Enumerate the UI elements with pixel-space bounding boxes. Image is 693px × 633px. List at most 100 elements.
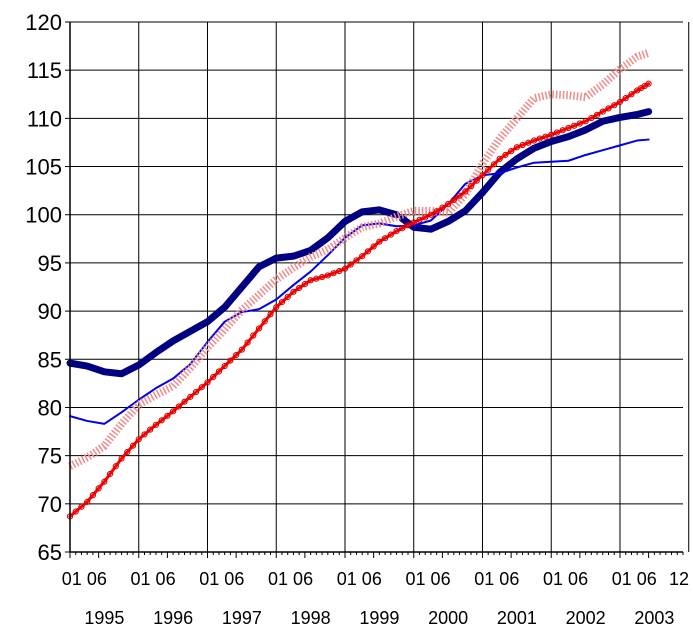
axes	[65, 21, 684, 558]
series-point-marker	[210, 373, 217, 381]
series-point-marker	[622, 95, 629, 102]
series-point-marker	[170, 408, 177, 415]
series-thick-navy	[66, 108, 653, 378]
series-point-marker	[364, 248, 372, 255]
year-label: 1997	[222, 608, 262, 628]
y-tick-label: 100	[25, 203, 62, 228]
series-point-marker	[559, 127, 566, 134]
series-point-marker	[433, 208, 440, 215]
series-point-marker	[89, 492, 97, 499]
series-point-marker	[525, 139, 532, 146]
series-point-marker	[479, 172, 486, 179]
series-point-marker	[204, 379, 211, 386]
series-point-marker	[490, 161, 498, 168]
y-tick-label: 75	[38, 444, 62, 469]
year-label: 2001	[497, 608, 537, 628]
year-label: 1998	[291, 608, 331, 628]
y-tick-label: 120	[25, 10, 62, 35]
series-point-marker	[347, 261, 354, 268]
series-point-marker	[244, 339, 251, 346]
series-point-marker	[530, 137, 538, 144]
series-point-marker	[141, 431, 148, 438]
x-month-label: 01 06	[268, 569, 313, 589]
series-point-marker	[508, 148, 515, 155]
series-point-marker	[175, 403, 182, 410]
series-point-marker	[593, 111, 601, 118]
series-point-marker	[422, 214, 429, 221]
series-line-dotted-pink	[68, 49, 650, 470]
series-point-marker	[410, 219, 417, 226]
series-point-marker	[611, 102, 618, 109]
series-point-marker	[387, 231, 394, 238]
series-point-marker	[118, 455, 125, 462]
series-point-marker	[307, 277, 314, 284]
series-red-beaded	[66, 80, 652, 520]
series-point-marker	[341, 265, 349, 272]
series-point-marker	[198, 384, 205, 391]
series-point-marker	[233, 351, 240, 359]
series-point-marker	[513, 144, 520, 151]
series-point-marker	[571, 122, 578, 129]
series-point-marker	[439, 204, 446, 211]
series-point-marker	[72, 508, 79, 515]
series-point-marker	[78, 503, 85, 510]
series-point-marker	[181, 398, 188, 405]
series-point-marker	[416, 216, 423, 223]
series-point-marker	[324, 272, 331, 279]
series-point-marker	[255, 325, 263, 332]
series-line-thick-navy	[398, 108, 653, 233]
series-point-marker	[135, 436, 142, 443]
series-point-marker	[318, 273, 326, 281]
series-point-marker	[582, 118, 589, 125]
series-point-marker	[359, 253, 366, 260]
x-tick-labels: 01 06 01 06 01 06 01 06 01 06 01 06 01 06 01 06…	[62, 569, 689, 589]
series-point-marker	[628, 91, 635, 98]
year-label: 1996	[153, 608, 193, 628]
series-point-marker	[450, 196, 457, 204]
x-month-label: 01 06	[612, 569, 657, 589]
series-point-marker	[278, 298, 286, 306]
series-point-marker	[473, 177, 480, 184]
series-point-marker	[107, 470, 114, 478]
series-point-marker	[605, 105, 612, 112]
series-point-marker	[536, 135, 543, 142]
series-point-marker	[164, 412, 171, 419]
year-label: 2003	[634, 608, 674, 628]
series-point-marker	[84, 498, 91, 505]
series-point-marker	[616, 98, 624, 106]
year-labels: 1995 1996 1997 1998 1999 2000 2001 2002 2003	[84, 608, 674, 628]
series-point-marker	[404, 222, 412, 229]
series-point-marker	[124, 449, 131, 456]
series-point-marker	[645, 80, 652, 87]
y-tick-label: 70	[38, 492, 62, 517]
series-point-marker	[427, 211, 435, 218]
series-point-marker	[215, 368, 223, 375]
series-point-marker	[485, 166, 492, 173]
series-dotted-pink	[68, 49, 650, 470]
y-tick-label: 95	[38, 251, 62, 276]
series-point-marker	[147, 426, 154, 433]
series-point-marker	[192, 388, 200, 396]
x-month-label: 01 06	[62, 569, 107, 589]
series-point-marker	[152, 421, 160, 428]
series-point-marker	[284, 293, 291, 301]
series-point-marker	[542, 133, 549, 140]
series-point-marker	[296, 284, 303, 292]
series-point-marker	[227, 357, 234, 364]
series-point-marker	[393, 228, 400, 235]
x-month-label: 01 06	[199, 569, 244, 589]
y-tick-label: 65	[38, 540, 62, 565]
series-point-marker	[301, 281, 308, 288]
series-point-marker	[565, 124, 572, 132]
x-month-label: 01 06	[543, 569, 588, 589]
series-point-marker	[353, 257, 360, 264]
x-month-label: 01 06	[337, 569, 382, 589]
y-tick-labels: 65 70 75 80 85 90 95 100 105 110 115 120	[25, 10, 62, 565]
series-point-marker	[336, 267, 343, 275]
y-tick-label: 90	[38, 299, 62, 324]
y-tick-label: 85	[38, 347, 62, 372]
series-point-marker	[250, 332, 257, 339]
plot-background	[70, 22, 683, 552]
series-point-marker	[370, 243, 377, 250]
